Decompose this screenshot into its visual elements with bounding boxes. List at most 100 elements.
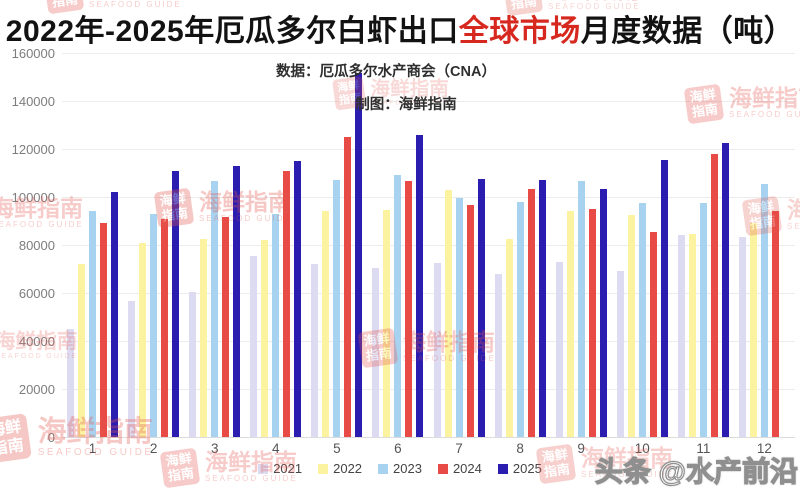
title-part-1: 2022年-2025年厄瓜多尔白虾出口 bbox=[5, 15, 459, 48]
x-tick-label-9: 9 bbox=[577, 441, 585, 456]
gridline-80000 bbox=[62, 245, 795, 246]
bar-2025-month-2 bbox=[172, 170, 180, 437]
x-axis: 1 2 3 4 5 6 7 8 9 10 11 12 bbox=[62, 441, 795, 456]
bar-group-month-4 bbox=[245, 53, 306, 437]
bar-group-month-9 bbox=[551, 53, 612, 437]
legend: 2021 2022 2023 2024 2025 bbox=[0, 461, 800, 476]
bar-group-month-2 bbox=[123, 53, 184, 437]
gridline-100000 bbox=[62, 197, 795, 198]
bar-2021-month-1 bbox=[67, 329, 75, 437]
bar-2022-month-3 bbox=[200, 239, 208, 437]
bar-2021-month-5 bbox=[311, 264, 319, 437]
bars-layer bbox=[62, 53, 795, 437]
bar-2022-month-6 bbox=[383, 210, 391, 437]
bar-2021-month-10 bbox=[616, 271, 624, 437]
bar-2022-month-12 bbox=[749, 223, 757, 437]
x-tick-label-3: 3 bbox=[210, 441, 219, 456]
bar-2024-month-1 bbox=[100, 223, 108, 437]
bar-2023-month-4 bbox=[272, 213, 280, 437]
bar-2024-month-7 bbox=[466, 205, 474, 437]
bar-2021-month-2 bbox=[128, 301, 136, 437]
bar-2021-month-4 bbox=[250, 255, 258, 437]
legend-swatch-2022 bbox=[318, 463, 329, 474]
x-tick-label-12: 12 bbox=[756, 441, 772, 456]
legend-item-2021: 2021 bbox=[258, 461, 302, 476]
data-source-label: 数据：厄瓜多尔水产商会（CNA） bbox=[276, 64, 496, 80]
bar-2025-month-6 bbox=[416, 134, 424, 437]
bar-2024-month-10 bbox=[649, 231, 657, 437]
bar-2022-month-1 bbox=[78, 264, 86, 437]
y-tick-label-100000: 100000 bbox=[11, 190, 55, 205]
gridline-60000 bbox=[62, 293, 795, 294]
y-tick-label-160000: 160000 bbox=[11, 46, 55, 61]
gridline-20000 bbox=[62, 389, 795, 390]
credit-label: 制图：海鲜指南 bbox=[355, 97, 457, 113]
bar-2021-month-9 bbox=[555, 261, 563, 437]
bar-2025-month-8 bbox=[538, 180, 546, 437]
bar-2023-month-8 bbox=[516, 201, 524, 437]
legend-swatch-2025 bbox=[497, 463, 508, 474]
bar-2022-month-8 bbox=[505, 239, 513, 437]
bar-2024-month-8 bbox=[527, 188, 535, 437]
bar-2021-month-3 bbox=[189, 291, 197, 437]
bar-group-month-11 bbox=[673, 53, 734, 437]
page-title: 2022年-2025年厄瓜多尔白虾出口全球市场月度数据（吨） bbox=[0, 6, 800, 50]
bar-2023-month-5 bbox=[333, 180, 341, 437]
legend-item-2022: 2022 bbox=[318, 461, 362, 476]
stamp-name: 海鲜指南 bbox=[548, 0, 641, 2]
bar-2021-month-6 bbox=[372, 267, 380, 437]
legend-swatch-2021 bbox=[258, 463, 269, 474]
bar-2022-month-4 bbox=[261, 240, 269, 437]
x-tick-label-8: 8 bbox=[516, 441, 524, 456]
x-tick-label-6: 6 bbox=[394, 441, 402, 456]
bar-2024-month-11 bbox=[710, 153, 718, 437]
title-highlight: 全球市场 bbox=[458, 15, 581, 48]
legend-item-2024: 2024 bbox=[437, 461, 482, 476]
y-tick-label-80000: 80000 bbox=[18, 238, 55, 253]
legend-item-2023: 2023 bbox=[378, 461, 422, 476]
bar-2024-month-2 bbox=[161, 218, 169, 437]
x-tick-label-2: 2 bbox=[149, 441, 158, 456]
bar-2025-month-7 bbox=[477, 179, 485, 437]
bar-group-month-6 bbox=[367, 53, 428, 437]
plot-area bbox=[62, 53, 795, 438]
y-tick-label-0: 0 bbox=[47, 430, 55, 445]
bar-group-month-10 bbox=[612, 53, 673, 437]
bar-2025-month-10 bbox=[660, 159, 668, 437]
bar-2025-month-1 bbox=[111, 192, 119, 437]
bar-2024-month-12 bbox=[771, 211, 779, 437]
bar-2022-month-10 bbox=[627, 215, 635, 437]
bar-2025-month-11 bbox=[721, 143, 729, 437]
bar-2025-month-5 bbox=[355, 73, 363, 437]
gridline-140000 bbox=[62, 101, 795, 102]
bar-2024-month-4 bbox=[283, 170, 291, 437]
bar-2025-month-3 bbox=[233, 165, 241, 437]
y-tick-label-120000: 120000 bbox=[11, 142, 55, 157]
bar-group-month-5 bbox=[306, 53, 367, 437]
bar-2022-month-7 bbox=[444, 189, 452, 437]
bar-2023-month-6 bbox=[394, 175, 402, 437]
x-tick-label-5: 5 bbox=[333, 441, 341, 456]
bar-2025-month-9 bbox=[599, 188, 607, 437]
y-tick-label-40000: 40000 bbox=[18, 334, 55, 349]
y-tick-label-20000: 20000 bbox=[18, 382, 55, 397]
legend-swatch-2024 bbox=[437, 463, 448, 474]
legend-label-2022: 2022 bbox=[333, 461, 363, 476]
bar-2023-month-2 bbox=[150, 213, 158, 437]
x-tick-label-1: 1 bbox=[88, 441, 97, 456]
x-tick-label-11: 11 bbox=[696, 441, 711, 456]
legend-item-2025: 2025 bbox=[497, 461, 542, 476]
title-part-2: 月度数据（吨） bbox=[580, 15, 795, 48]
bar-2022-month-5 bbox=[322, 211, 330, 437]
y-tick-label-60000: 60000 bbox=[18, 286, 55, 301]
bar-2023-month-7 bbox=[455, 198, 463, 437]
bar-2023-month-11 bbox=[699, 203, 707, 437]
bar-2024-month-3 bbox=[222, 217, 230, 437]
bar-group-month-7 bbox=[428, 53, 489, 437]
legend-label-2021: 2021 bbox=[273, 461, 303, 476]
y-tick-label-140000: 140000 bbox=[11, 94, 55, 109]
bar-group-month-1 bbox=[62, 53, 123, 437]
bar-2024-month-6 bbox=[405, 181, 413, 437]
bar-2022-month-2 bbox=[139, 242, 147, 437]
